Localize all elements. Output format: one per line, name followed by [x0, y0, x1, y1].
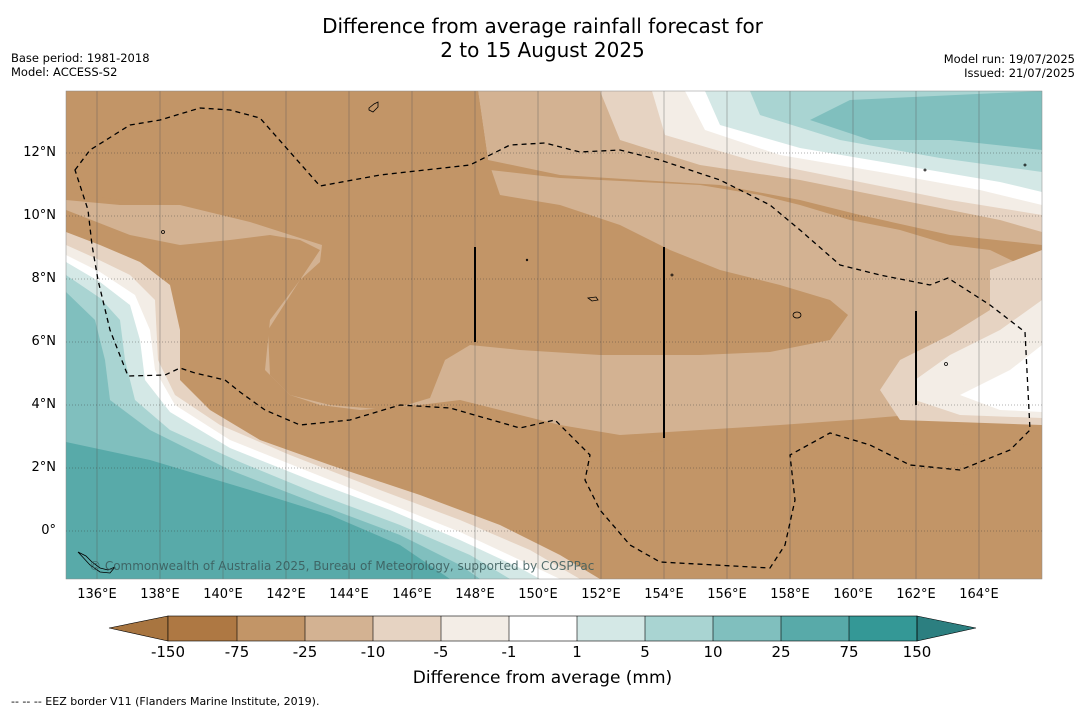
colorbar-tick-minus-150: -150: [150, 643, 186, 661]
title-line-1: Difference from average rainfall forecas…: [322, 14, 763, 38]
colorbar-swatch-10: [781, 616, 849, 641]
meta-left: Base period: 1981-2018 Model: ACCESS-S2: [11, 51, 150, 79]
lat-label-10n: 10°N: [23, 208, 56, 223]
colorbar-extend-high: [916, 615, 977, 642]
lat-label-2n: 2°N: [31, 460, 57, 475]
copyright-text: © Commonwealth of Australia 2025, Bureau…: [89, 559, 594, 573]
colorbar-swatch-1: [168, 616, 237, 641]
meta-right: Model run: 19/07/2025 Issued: 21/07/2025: [944, 52, 1075, 80]
eez-footnote: -- -- -- EEZ border V11 (Flanders Marine…: [11, 695, 320, 708]
lon-label-142e: 142°E: [266, 587, 306, 602]
band-minus-75-core: [66, 91, 848, 410]
colorbar-title: Difference from average (mm): [412, 668, 673, 688]
colorbar-tick-5: 5: [640, 643, 650, 661]
colorbar: [108, 615, 977, 642]
colorbar-tick-minus-10: -10: [360, 643, 386, 661]
colorbar-tick-minus-75: -75: [224, 643, 250, 661]
band-plus-25-north: [810, 91, 1042, 150]
colorbar-swatch-3: [305, 616, 373, 641]
lat-label-0: 0°: [41, 523, 56, 538]
base-period-text: Base period: 1981-2018: [11, 51, 150, 65]
map-title: Difference from average rainfall forecas…: [0, 14, 1085, 62]
colorbar-extend-low: [108, 615, 169, 642]
rainfall-field: © Commonwealth of Australia 2025, Bureau…: [66, 91, 1042, 579]
lon-label-164e: 164°E: [959, 587, 999, 602]
band-minus-75-southeast: [555, 440, 1042, 579]
map-frame: [65, 90, 1043, 580]
lat-gridlines: [66, 152, 1042, 532]
colorbar-swatch-8: [645, 616, 713, 641]
colorbar-swatch-6: [509, 616, 577, 641]
lon-label-138e: 138°E: [140, 587, 180, 602]
model-text: Model: ACCESS-S2: [11, 65, 118, 79]
colorbar-tick-150: 150: [902, 643, 932, 661]
lon-label-156e: 156°E: [707, 587, 747, 602]
lon-label-144e: 144°E: [329, 587, 369, 602]
band-plus-75-sw: [66, 442, 450, 579]
colorbar-tick-minus-25: -25: [292, 643, 318, 661]
colorbar-swatch-11: [849, 616, 917, 641]
model-run-text: Model run: 19/07/2025: [943, 52, 1075, 66]
lat-label-12n: 12°N: [23, 145, 56, 160]
colorbar-swatch-9: [713, 616, 781, 641]
lon-label-160e: 160°E: [833, 587, 873, 602]
lon-gridlines: [96, 91, 980, 579]
islands: [77, 101, 1027, 574]
eez-border: [74, 107, 1031, 569]
colorbar-tick-minus-5: -5: [433, 643, 449, 661]
colorbar-swatch-2: [237, 616, 305, 641]
lon-label-150e: 150°E: [518, 587, 558, 602]
lon-label-158e: 158°E: [770, 587, 810, 602]
colorbar-tick-minus-1: -1: [501, 643, 517, 661]
lat-label-4n: 4°N: [31, 397, 57, 412]
lon-label-148e: 148°E: [455, 587, 495, 602]
lat-label-6n: 6°N: [31, 334, 57, 349]
colorbar-swatch-5: [441, 616, 509, 641]
band-minus-1-east: [960, 345, 1042, 412]
lon-label-152e: 152°E: [581, 587, 621, 602]
lon-label-140e: 140°E: [203, 587, 243, 602]
title-line-2: 2 to 15 August 2025: [440, 38, 645, 62]
lon-label-146e: 146°E: [392, 587, 432, 602]
colorbar-tick-75: 75: [839, 643, 859, 661]
lat-label-8n: 8°N: [31, 271, 57, 286]
colorbar-tick-25: 25: [771, 643, 791, 661]
colorbar-tick-10: 10: [703, 643, 723, 661]
colorbar-swatch-4: [373, 616, 441, 641]
lon-label-136e: 136°E: [77, 587, 117, 602]
colorbar-tick-1: 1: [572, 643, 582, 661]
colorbar-swatch-7: [577, 616, 645, 641]
lon-label-162e: 162°E: [896, 587, 936, 602]
lon-label-154e: 154°E: [644, 587, 684, 602]
issued-text: Issued: 21/07/2025: [964, 66, 1075, 80]
